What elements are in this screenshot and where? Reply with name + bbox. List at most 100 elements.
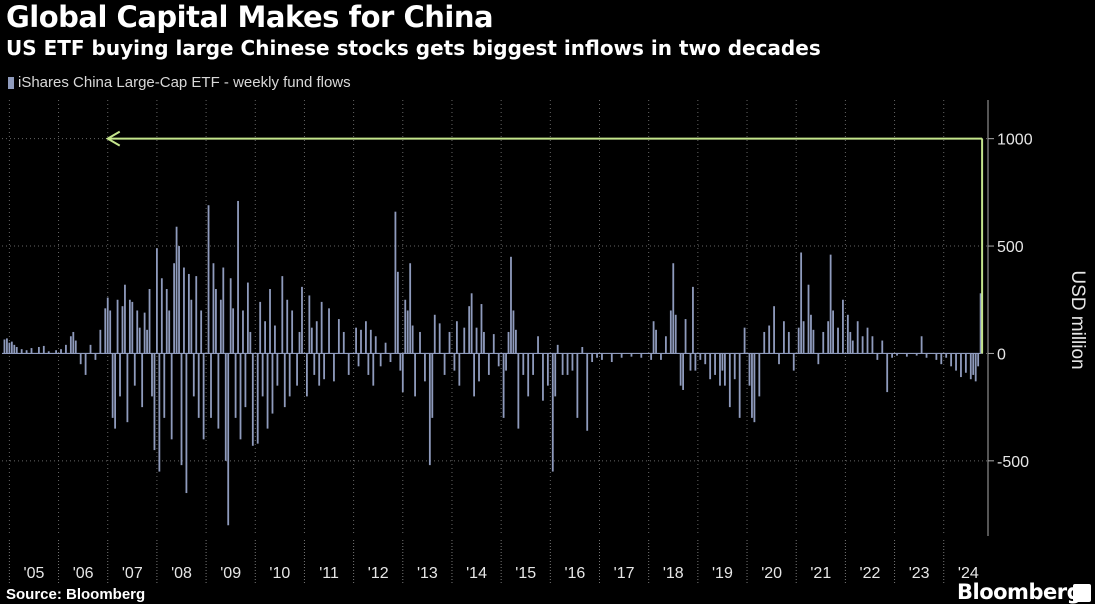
flow-bar (323, 353, 326, 380)
flow-bar (133, 353, 136, 386)
flow-bar (305, 353, 308, 397)
flow-bar (581, 346, 584, 354)
flow-bar (153, 353, 156, 451)
x-tick-label: '20 (761, 565, 782, 582)
flow-bar (298, 331, 301, 354)
flow-bar (640, 353, 643, 358)
flow-bar (699, 353, 702, 360)
flow-bar (497, 353, 500, 367)
flow-bar (886, 353, 889, 393)
flow-bar (197, 353, 200, 418)
flow-bar (672, 263, 675, 354)
x-tick-label: '05 (24, 565, 45, 582)
flow-bar (296, 353, 298, 386)
flow-bar (896, 353, 898, 356)
x-tick-label: '12 (368, 565, 389, 582)
flow-bar (202, 353, 205, 440)
x-tick-label: '16 (564, 565, 585, 582)
flow-bar (738, 353, 741, 418)
flow-bar (372, 353, 375, 386)
flow-bar (802, 321, 805, 354)
flow-bar (148, 289, 151, 354)
flow-bar (935, 353, 938, 360)
flow-bar (682, 353, 685, 390)
flow-bar (556, 344, 559, 354)
flow-bar (163, 353, 166, 418)
source-note: Source: Bloomberg (6, 586, 146, 603)
x-tick-label: '22 (860, 565, 881, 582)
flow-bar (222, 267, 225, 354)
flow-bar (99, 329, 102, 354)
flow-bar (347, 353, 350, 375)
flow-bar (337, 319, 340, 354)
flow-bar (69, 336, 72, 354)
flow-bar (389, 353, 392, 363)
flow-bar (158, 353, 161, 472)
flow-bar (259, 301, 262, 354)
flow-bar (812, 329, 815, 354)
flow-bar (650, 353, 653, 360)
flow-bar (310, 327, 313, 354)
flow-bar (679, 353, 682, 386)
flow-bar (448, 331, 451, 354)
flow-bar (6, 338, 8, 354)
legend: iShares China Large-Cap ETF - weekly fun… (8, 74, 351, 91)
flow-bar (109, 310, 112, 354)
flow-bar (138, 327, 141, 354)
flow-bar (443, 353, 446, 375)
flow-bar (778, 353, 780, 365)
flow-bar (964, 353, 967, 373)
flow-bar (308, 295, 311, 354)
flow-bar (217, 353, 220, 429)
flow-bar (30, 348, 33, 354)
flow-bar (601, 353, 603, 360)
flow-bar (274, 325, 276, 354)
flow-bar (357, 353, 360, 367)
flow-bar (37, 346, 40, 354)
x-tick-label: '09 (220, 565, 241, 582)
flow-bar (342, 331, 345, 354)
flow-bar (974, 353, 977, 382)
flow-bar (576, 353, 579, 418)
flow-bar (116, 299, 119, 354)
flow-bar (502, 353, 505, 418)
flow-bar (374, 336, 377, 354)
flow-bar (972, 353, 975, 375)
flow-bar (55, 350, 57, 354)
bars (2, 200, 982, 526)
flow-bar (276, 353, 279, 386)
flow-bar (318, 353, 321, 386)
flow-bar (684, 319, 687, 354)
flow-bar (242, 310, 244, 354)
flow-bar (249, 331, 252, 354)
flow-bar (232, 308, 235, 354)
flow-bar (787, 331, 790, 354)
flow-bar (42, 345, 45, 354)
flow-bar (72, 331, 75, 354)
flow-bar (119, 353, 121, 397)
flow-bar (185, 353, 188, 494)
flow-bar (409, 263, 412, 354)
flow-bar (487, 353, 490, 375)
x-tick-label: '24 (958, 565, 979, 582)
bloomberg-icon (1073, 584, 1091, 602)
flow-bar (505, 353, 507, 371)
flow-bar (10, 341, 13, 354)
flow-bar (792, 353, 795, 371)
flow-bar (905, 353, 908, 357)
flow-bar (288, 353, 291, 397)
flow-bar (399, 353, 402, 371)
flow-bar (283, 353, 286, 408)
flow-bar (195, 276, 198, 354)
flow-bar (146, 329, 148, 354)
flow-bar (669, 310, 672, 354)
flow-bar (849, 331, 852, 354)
y-tick-label: -500 (997, 454, 1029, 471)
flow-bar (832, 310, 834, 354)
flow-bar (431, 353, 434, 418)
x-tick-label: '15 (515, 565, 536, 582)
flow-bar (141, 353, 144, 408)
flow-bar (121, 306, 124, 354)
flow-bar (394, 211, 397, 354)
flow-bar (463, 327, 466, 354)
